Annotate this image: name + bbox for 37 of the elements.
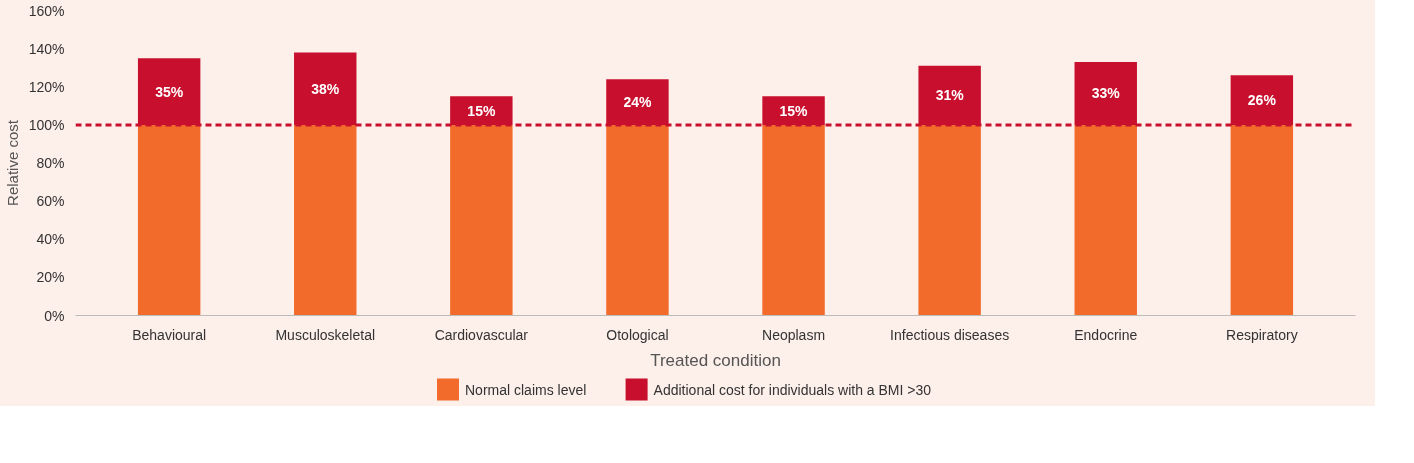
data-label: 35% <box>155 83 184 100</box>
bar <box>762 124 825 316</box>
bar <box>606 124 669 316</box>
bar <box>294 124 357 316</box>
x-tick-label: Respiratory <box>1226 326 1298 343</box>
bar <box>137 124 201 316</box>
y-tick-label: 60% <box>36 193 65 210</box>
legend-label: Normal claims level <box>465 381 587 398</box>
y-tick-label: 140% <box>28 40 65 57</box>
data-label: 24% <box>623 94 653 110</box>
x-tick-label: Otological <box>606 326 669 343</box>
data-label: 33% <box>1091 85 1121 102</box>
y-axis-title: Relative cost <box>3 119 21 206</box>
y-tick-label: 100% <box>28 116 65 133</box>
data-label: 31% <box>935 87 965 104</box>
legend-label: Additional cost for individuals with a BMI >30 <box>653 381 932 398</box>
data-label: 38% <box>311 80 340 97</box>
bar <box>1230 124 1294 316</box>
x-tick-label: Cardiovascular <box>434 326 529 343</box>
bar <box>1074 124 1137 316</box>
y-tick-label: 0% <box>44 307 65 324</box>
y-tick-label: 80% <box>36 155 65 171</box>
x-tick-label: Behavioural <box>132 326 207 343</box>
data-label: 26% <box>1247 92 1277 109</box>
y-tick-label: 20% <box>36 269 65 286</box>
y-tick-label: 120% <box>28 78 65 95</box>
y-tick-label: 160% <box>28 2 65 19</box>
x-tick-label: Endocrine <box>1074 326 1138 343</box>
bar <box>450 124 513 316</box>
x-tick-label: Musculoskeletal <box>275 326 376 343</box>
x-tick-label: Neoplasm <box>762 326 826 343</box>
x-tick-label: Infectious diseases <box>890 326 1010 343</box>
data-label: 15% <box>779 102 809 119</box>
y-tick-label: 40% <box>36 231 65 248</box>
data-label: 15% <box>467 102 496 119</box>
x-axis-title: Treated condition <box>650 350 781 370</box>
bar <box>918 124 981 316</box>
